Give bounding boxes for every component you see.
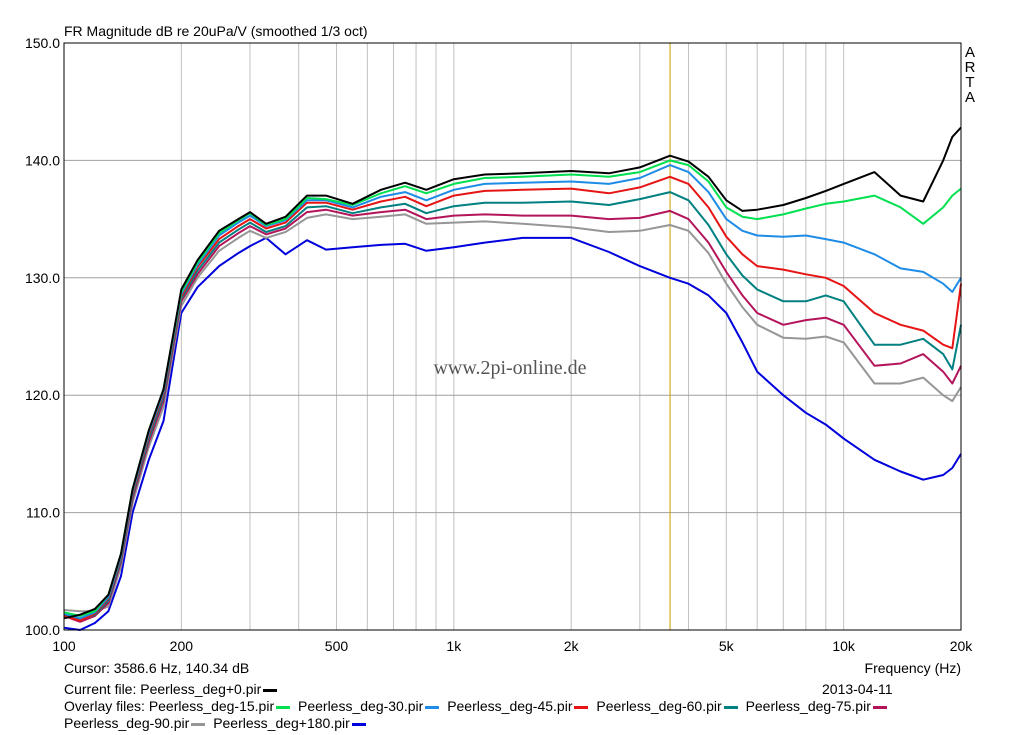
x-tick-label: 200 [170, 638, 194, 654]
series-line [63, 236, 962, 631]
current-file-name: Peerless_deg+0.pir [140, 681, 262, 697]
current-file-row: Current file: Peerless_deg+0.pir [64, 681, 278, 697]
x-tick-label: 20k [950, 638, 974, 654]
legend-swatch [723, 705, 738, 709]
legend-item-deg-180: Peerless_deg+180.pir [213, 715, 366, 731]
y-tick-label: 100.0 [25, 622, 60, 638]
legend-item-deg-30: Peerless_deg-30.pir [298, 698, 440, 714]
series-line [63, 159, 962, 617]
current-file-label: Current file: [64, 681, 137, 697]
legend-item-deg-45: Peerless_deg-45.pir [447, 698, 589, 714]
arta-letter: R [965, 59, 976, 76]
chart-title: FR Magnitude dB re 20uPa/V (smoothed 1/3… [64, 23, 368, 39]
frequency-response-chart: FR Magnitude dB re 20uPa/V (smoothed 1/3… [25, 23, 976, 654]
x-tick-label: 1k [446, 638, 462, 654]
legend-swatch [351, 722, 366, 726]
arta-letter: T [965, 74, 974, 91]
legend-swatch [276, 705, 291, 709]
y-tick-label: 110.0 [26, 505, 60, 521]
y-tick-label: 150.0 [25, 35, 60, 51]
series-line [63, 191, 962, 621]
x-axis-ticks: 100 200 500 1k 2k 5k 10k 20k [52, 638, 973, 654]
series-line [63, 208, 962, 623]
legend-swatch [425, 705, 440, 709]
x-tick-label: 10k [832, 638, 856, 654]
legend-swatch [191, 722, 206, 726]
y-tick-label: 120.0 [25, 387, 60, 403]
measurement-date: 2013-04-11 [822, 681, 893, 697]
y-axis-ticks: 100.0 110.0 120.0 130.0 140.0 150.0 [25, 35, 60, 638]
current-file-swatch [263, 688, 278, 692]
watermark: www.2pi-online.de [433, 357, 586, 379]
cursor-readout: Cursor: 3586.6 Hz, 140.34 dB [64, 660, 250, 676]
overlay-files-row: Overlay files: Peerless_deg-15.pir Peerl… [64, 698, 891, 714]
plot-frame [63, 42, 962, 631]
legend-item-deg-90: Peerless_deg-90.pir [64, 715, 206, 731]
legend-swatch [872, 705, 887, 709]
y-tick-label: 130.0 [25, 270, 60, 286]
legend-item-deg-15: Peerless_deg-15.pir [149, 698, 291, 714]
series-line [63, 164, 962, 620]
y-tick-label: 140.0 [25, 152, 60, 168]
arta-letter: A [965, 89, 975, 106]
legend-swatch [574, 705, 589, 709]
overlay-files-label: Overlay files: [64, 698, 145, 714]
series-line [63, 213, 962, 613]
x-tick-label: 5k [719, 638, 735, 654]
legend-item-deg-60: Peerless_deg-60.pir [596, 698, 738, 714]
series-line [63, 126, 962, 620]
arta-letter: A [965, 44, 975, 61]
x-tick-label: 2k [564, 638, 580, 654]
x-tick-label: 100 [52, 638, 76, 654]
x-tick-label: 500 [325, 638, 349, 654]
series-lines [63, 126, 962, 631]
grid-lines [64, 43, 961, 630]
legend-item-deg-75: Peerless_deg-75.pir [746, 698, 887, 714]
x-axis-label: Frequency (Hz) [864, 660, 961, 676]
series-line [63, 175, 962, 622]
overlay-files-row-2: Peerless_deg-90.pir Peerless_deg+180.pir [64, 715, 370, 731]
